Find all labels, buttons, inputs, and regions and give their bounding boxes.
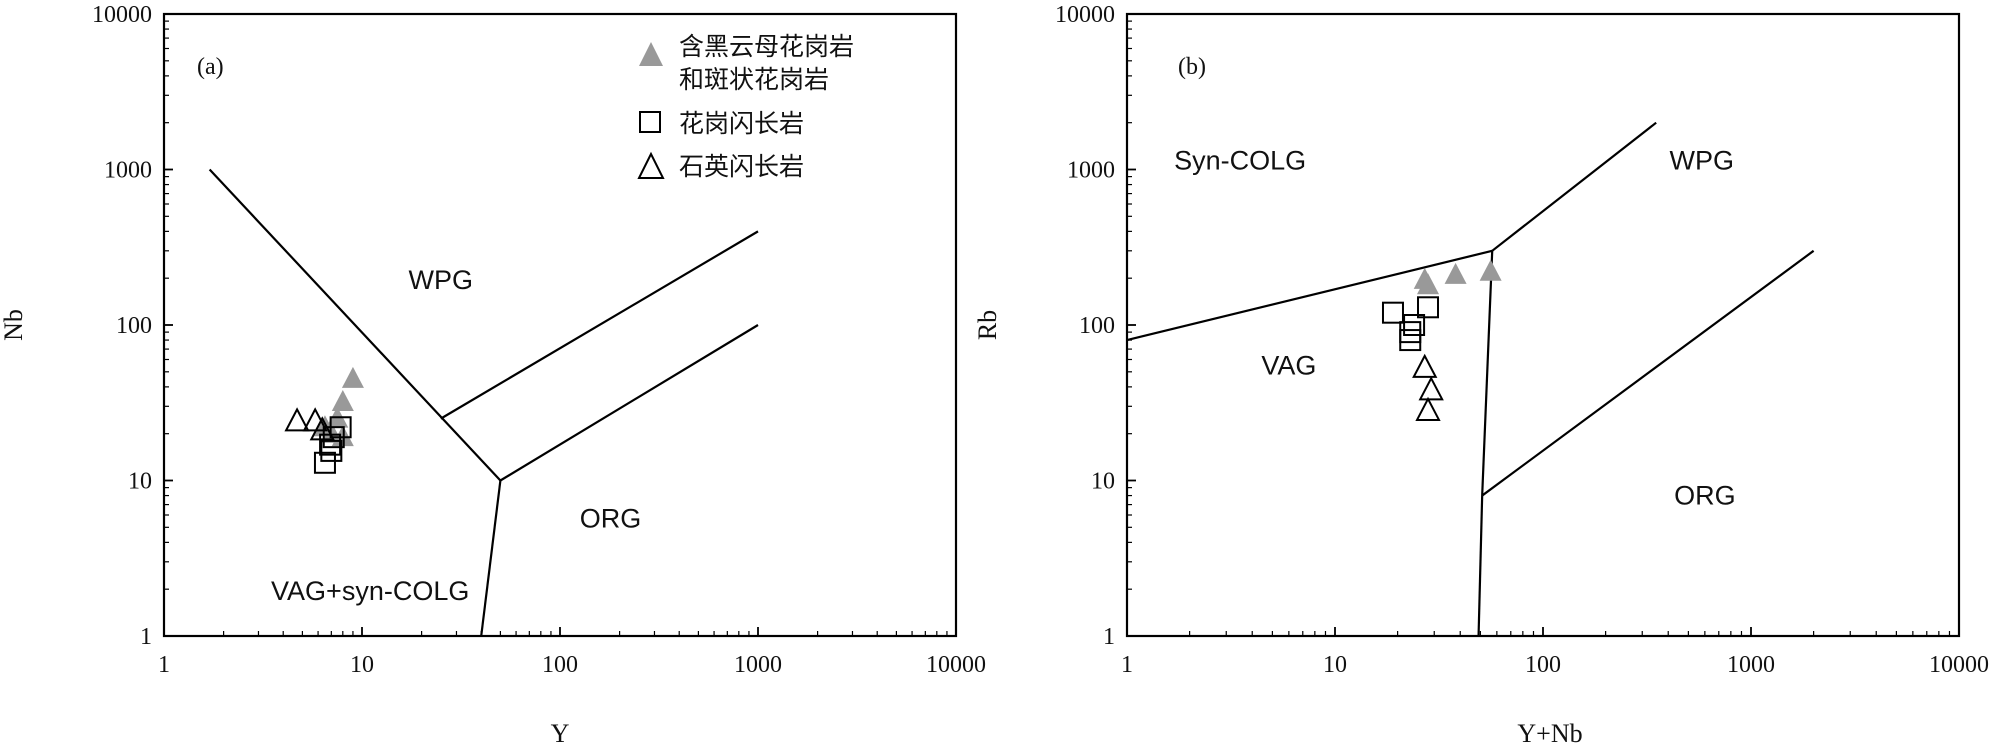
y-tick-label: 10 (128, 469, 152, 495)
region-label: Syn-COLG (1174, 146, 1306, 176)
plot-area-frame (1125, 12, 1961, 638)
marker-filled-triangle (331, 389, 354, 411)
x-tick-label: 100 (542, 652, 578, 678)
x-tick-label: 10 (350, 652, 374, 678)
boundary-line (1477, 495, 1484, 637)
marker-open-triangle (1415, 396, 1441, 421)
legend-label-quartz-diorite: 石英闪长岩 (679, 152, 804, 181)
boundary-line (499, 324, 759, 482)
x-tick-label: 1 (1121, 652, 1133, 678)
plot-area-frame (162, 12, 958, 638)
x-tick-label: 1000 (734, 652, 782, 678)
region-label: WPG (1670, 146, 1735, 176)
axis-ticks: 1 10 100 1000 10000 1 10 100 1000 10000 (1055, 2, 1989, 678)
x-tick-label: 100 (1525, 652, 1561, 678)
marker-open-square (1381, 301, 1404, 324)
marker-filled-triangle (341, 366, 364, 388)
y-tick-label: 1 (1103, 624, 1115, 650)
y-tick-label: 10 (1091, 469, 1115, 495)
marker-open-triangle (1418, 376, 1444, 401)
x-axis-title: Y (551, 719, 570, 748)
y-tick-label: 10000 (1055, 2, 1115, 28)
panel-b: (b) Y+Nb Rb 1 10 100 1000 10000 1 10 100 1000 100… (973, 2, 1989, 748)
legend-marker-open-square (639, 111, 661, 133)
marker-open-square (1403, 314, 1426, 336)
panel-label-a: (a) (197, 54, 224, 80)
marker-open-triangle (284, 407, 310, 432)
marker-open-square (322, 426, 345, 449)
data-points (284, 366, 364, 474)
boundary-line (440, 230, 759, 420)
y-tick-label: 10000 (92, 2, 152, 28)
legend-label-biotite-granite-line2: 和斑状花岗岩 (679, 65, 829, 94)
y-tick-label: 100 (1079, 313, 1115, 339)
region-label: VAG+syn-COLG (271, 576, 469, 606)
region-label: ORG (1674, 481, 1736, 511)
y-axis-title: Rb (973, 310, 1002, 340)
marker-open-square (313, 451, 336, 474)
x-tick-label: 1 (158, 652, 170, 678)
marker-open-triangle (1412, 353, 1438, 378)
panel-label-b: (b) (1178, 54, 1206, 80)
region-label: VAG (1261, 351, 1316, 381)
boundary-lines (208, 168, 759, 637)
x-tick-label: 10000 (926, 652, 986, 678)
boundary-line (1126, 249, 1493, 342)
y-tick-label: 1 (140, 624, 152, 650)
boundary-line (1481, 250, 1494, 496)
marker-open-square (1417, 296, 1440, 319)
boundary-line (1491, 121, 1657, 252)
marker-open-square (1399, 329, 1422, 352)
y-tick-label: 100 (116, 313, 152, 339)
data-points (1381, 259, 1502, 421)
y-axis-title: Nb (0, 309, 28, 341)
boundary-lines (1126, 121, 1815, 637)
region-labels: WPG ORG VAG+syn-COLG (271, 265, 641, 606)
legend-label-biotite-granite-line1: 含黑云母花岗岩 (679, 32, 854, 61)
legend-label-granodiorite: 花岗闪长岩 (679, 109, 804, 138)
x-tick-label: 10 (1323, 652, 1347, 678)
x-tick-label: 1000 (1727, 652, 1775, 678)
panel-a: (a) Y Nb 1 10 100 1000 10000110100100010000 … (0, 2, 986, 748)
boundary-line (208, 168, 502, 482)
region-label: ORG (580, 503, 642, 533)
marker-open-square (320, 439, 343, 462)
x-tick-label: 10000 (1929, 652, 1989, 678)
marker-open-square (319, 433, 342, 456)
axis-ticks: 1 10 100 1000 10000 1 10 100 1000 10000 (92, 2, 986, 678)
region-labels: Syn-COLG WPG VAG ORG (1174, 146, 1735, 511)
x-axis-title: Y+Nb (1517, 719, 1582, 748)
legend: 含黑云母花岗岩 和斑状花岗岩 花岗闪长岩 石英闪长岩 (637, 32, 854, 181)
y-tick-label: 1000 (104, 158, 152, 184)
marker-filled-triangle (1444, 262, 1467, 284)
boundary-line (480, 480, 502, 637)
boundary-line (1481, 249, 1815, 497)
region-label: WPG (409, 265, 474, 295)
legend-marker-filled-triangle (639, 42, 663, 66)
marker-filled-triangle (1417, 273, 1440, 295)
y-tick-label: 1000 (1067, 158, 1115, 184)
legend-marker-open-triangle (637, 151, 665, 179)
marker-filled-triangle (1479, 259, 1502, 281)
marker-open-triangle (309, 416, 335, 441)
